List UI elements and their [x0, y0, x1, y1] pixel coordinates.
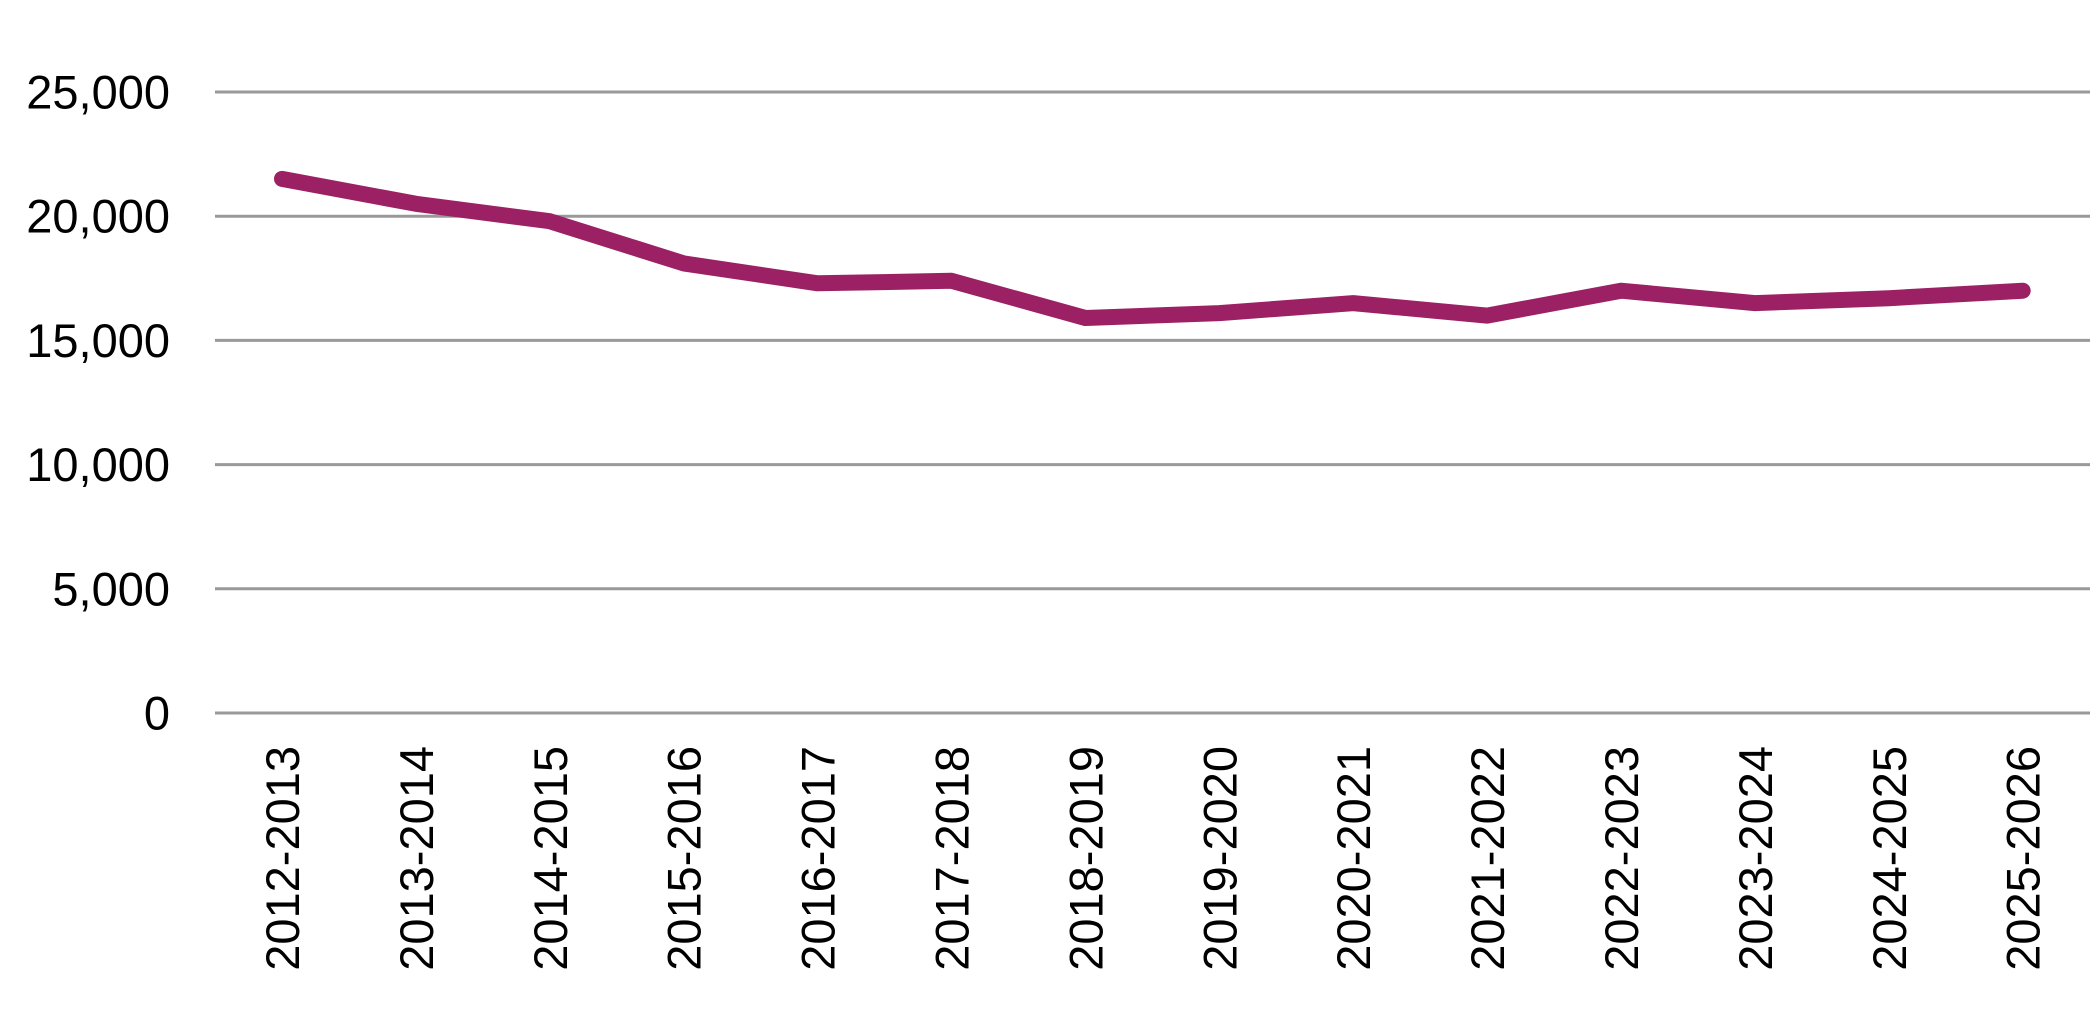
x-tick-label: 2020-2021 — [1327, 746, 1380, 971]
y-tick-label: 25,000 — [26, 66, 170, 119]
x-tick-label: 2022-2023 — [1595, 746, 1648, 971]
y-tick-label: 20,000 — [26, 190, 170, 243]
y-tick-label: 0 — [144, 687, 170, 740]
x-axis-labels: 2012-2013 2013-2014 2014-2015 2015-2016 2016… — [256, 746, 2050, 971]
x-tick-label: 2015-2016 — [658, 746, 711, 971]
x-tick-label: 2024-2025 — [1863, 746, 1916, 971]
x-tick-label: 2021-2022 — [1461, 746, 1514, 971]
data-series — [274, 170, 2031, 326]
x-tick-label: 2012-2013 — [256, 746, 309, 971]
x-tick-label: 2019-2020 — [1193, 746, 1246, 971]
x-tick-label: 2013-2014 — [390, 746, 443, 971]
x-tick-label: 2025-2026 — [1997, 746, 2050, 971]
y-axis-labels: 0 5,000 10,000 15,000 20,000 25,000 — [26, 66, 170, 740]
x-tick-label: 2023-2024 — [1729, 746, 1782, 971]
y-tick-label: 10,000 — [26, 438, 170, 491]
x-tick-label: 2016-2017 — [792, 746, 845, 971]
x-tick-label: 2014-2015 — [524, 746, 577, 971]
gridlines — [215, 90, 2090, 715]
y-tick-label: 5,000 — [52, 562, 170, 615]
data-series-line — [274, 170, 2031, 326]
y-tick-label: 15,000 — [26, 314, 170, 367]
x-tick-label: 2017-2018 — [926, 746, 979, 971]
x-tick-label: 2018-2019 — [1059, 746, 1112, 971]
